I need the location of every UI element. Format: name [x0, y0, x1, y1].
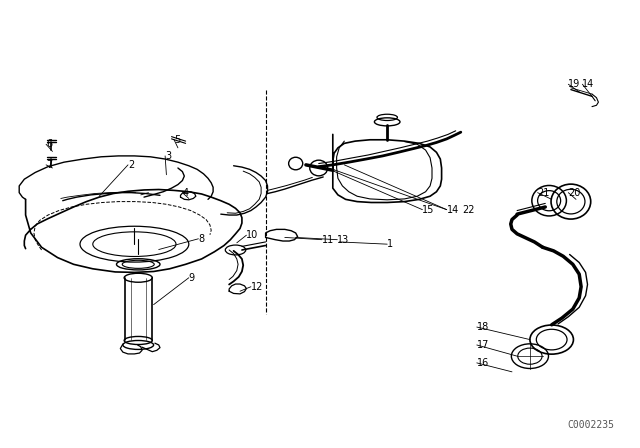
Text: 8: 8 — [198, 234, 205, 244]
Text: 14: 14 — [582, 79, 595, 89]
Text: 4: 4 — [182, 188, 189, 198]
Text: 18: 18 — [477, 322, 489, 332]
Text: 9: 9 — [189, 273, 195, 283]
Text: 13: 13 — [337, 235, 349, 245]
Text: 2: 2 — [128, 160, 134, 170]
Text: 3: 3 — [165, 151, 172, 161]
Text: 20: 20 — [568, 188, 580, 198]
Text: 14: 14 — [447, 205, 459, 215]
Text: 7: 7 — [46, 160, 52, 170]
Text: 19: 19 — [568, 79, 580, 89]
Text: 11: 11 — [322, 235, 334, 245]
Text: 10: 10 — [246, 230, 259, 240]
Text: 12: 12 — [251, 282, 263, 292]
Text: 5: 5 — [174, 135, 180, 145]
Text: 1: 1 — [387, 239, 394, 249]
Text: 21: 21 — [538, 188, 550, 198]
Text: 6: 6 — [46, 139, 52, 149]
Text: 22: 22 — [462, 205, 475, 215]
Text: 15: 15 — [422, 205, 435, 215]
Text: C0002235: C0002235 — [568, 420, 614, 430]
Text: 17: 17 — [477, 340, 489, 350]
Text: 16: 16 — [477, 358, 489, 368]
